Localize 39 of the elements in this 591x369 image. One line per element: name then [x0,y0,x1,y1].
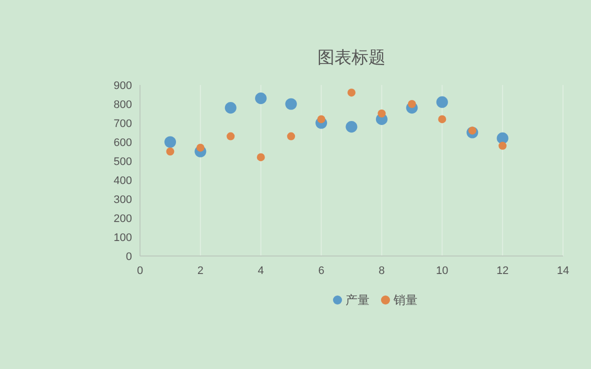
y-tick-label: 500 [114,156,132,168]
point [256,153,265,162]
y-tick-label: 700 [114,118,132,130]
point [166,148,174,156]
y-tick-label: 400 [114,175,132,187]
y-tick-label: 300 [114,194,132,206]
point [346,121,358,133]
x-tick-label: 6 [318,265,324,277]
point [255,92,267,104]
y-tick-label: 200 [114,213,132,225]
y-tick-label: 800 [114,99,132,111]
point [436,96,448,108]
legend-label: 产量 [346,293,370,307]
point [408,100,416,108]
point [378,110,386,118]
x-tick-label: 8 [378,265,385,277]
point [285,98,297,110]
legend-label: 销量 [392,293,418,307]
x-tick-label: 14 [556,265,570,277]
y-tick-label: 900 [114,80,132,92]
x-tick-label: 10 [436,265,448,277]
x-tick-label: 0 [136,265,144,277]
point [196,144,204,152]
point [287,132,296,140]
point [438,115,446,124]
point [348,88,356,97]
point [226,132,235,140]
x-tick-label: 12 [496,265,509,277]
point [224,102,236,114]
y-tick-label: 100 [114,232,132,244]
y-tick-label: 0 [126,251,132,263]
point [164,136,176,148]
y-tick-label: 600 [114,137,132,149]
x-tick-label: 4 [258,265,264,277]
x-tick-label: 2 [197,265,204,277]
chart-title: 图表标题 [318,48,386,67]
point [498,142,507,150]
point [317,115,326,124]
point [496,132,508,144]
